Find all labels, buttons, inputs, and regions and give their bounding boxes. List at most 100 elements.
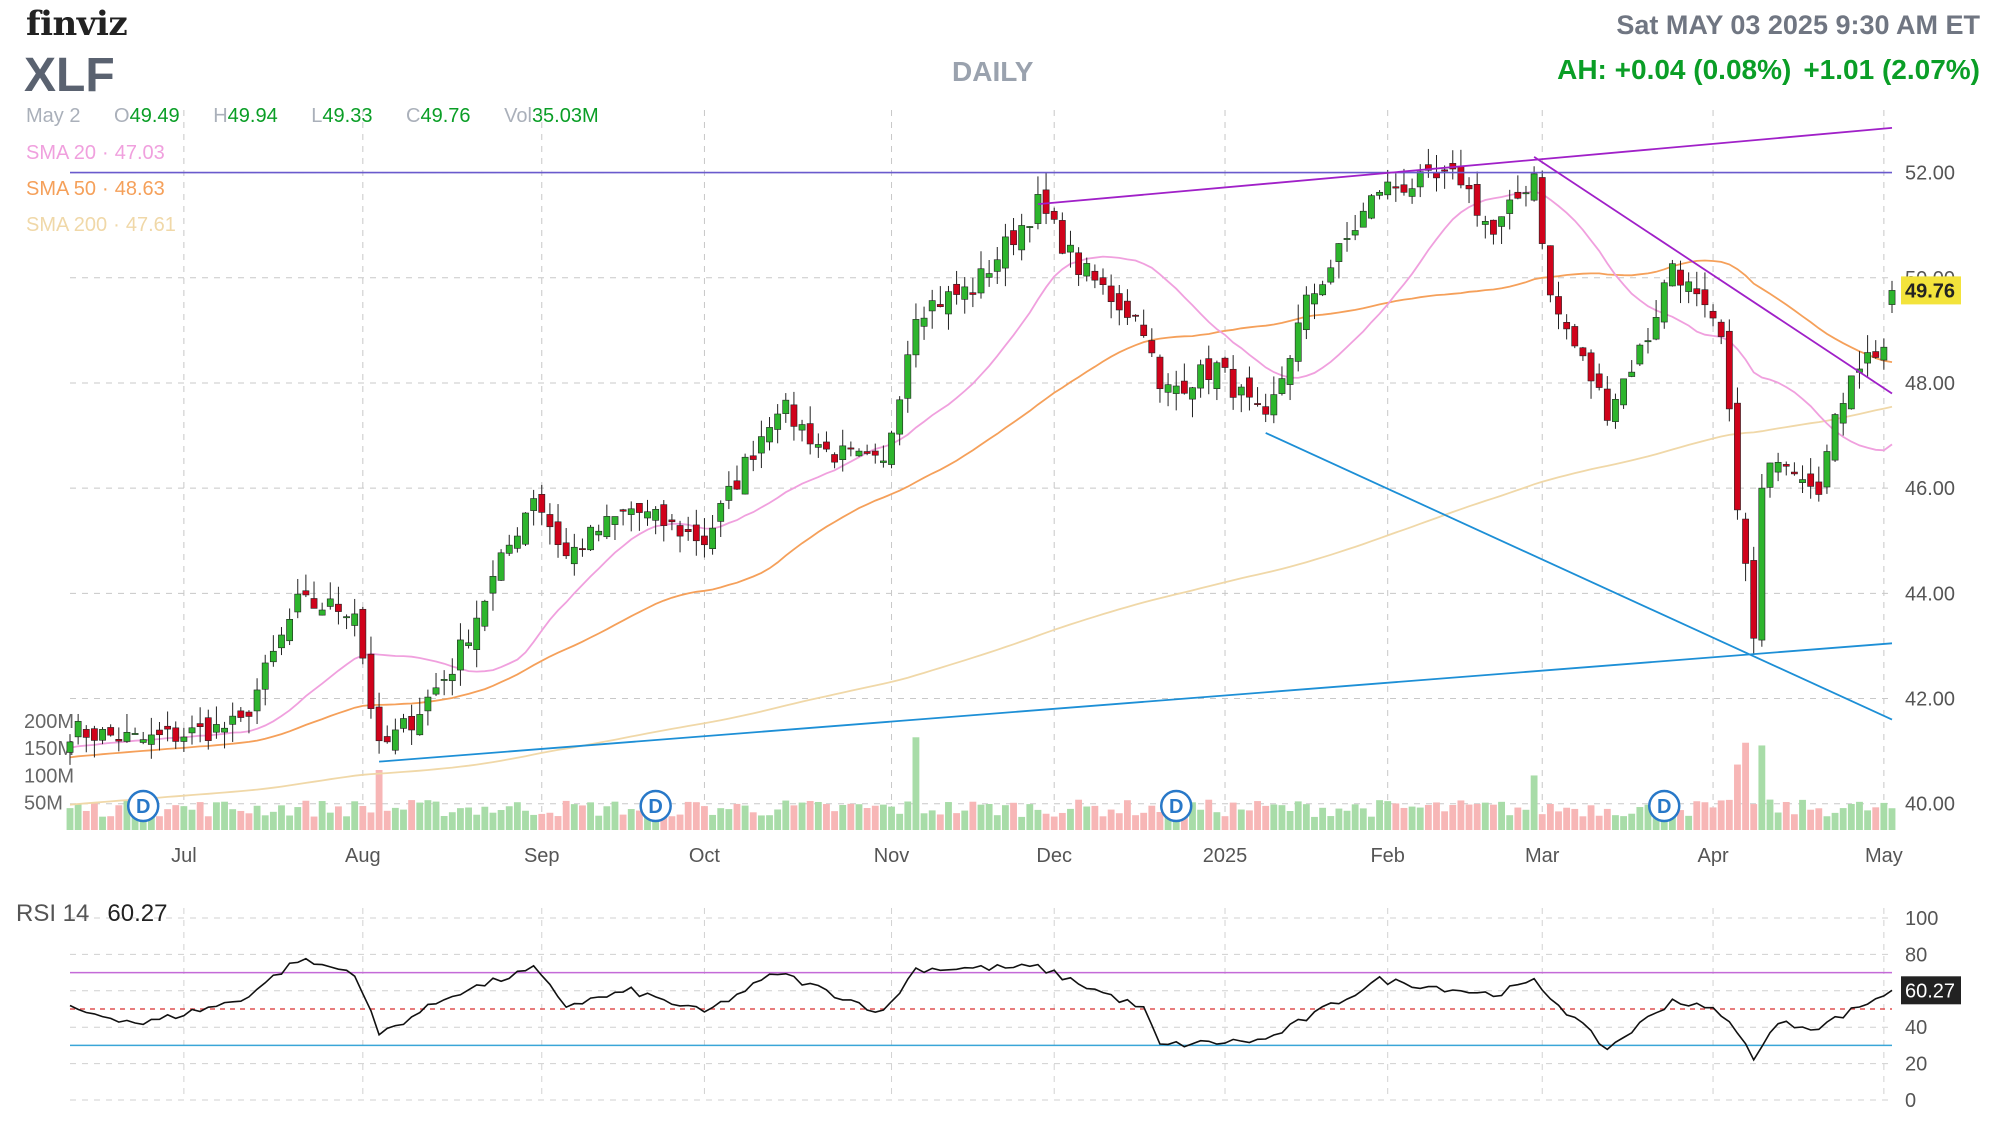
- candle-body: [1734, 402, 1741, 511]
- volume-bar: [180, 806, 188, 830]
- candle-body: [115, 739, 123, 742]
- candle-body: [359, 608, 367, 659]
- candle-body: [99, 729, 106, 741]
- volume-bar: [1083, 806, 1091, 830]
- volume-bar: [196, 802, 204, 830]
- candle-body: [1823, 451, 1831, 488]
- volume-bar: [1246, 810, 1253, 830]
- candle-body: [1685, 281, 1693, 292]
- candle-body: [1799, 479, 1806, 483]
- candle-body: [172, 727, 180, 742]
- volume-bar: [595, 815, 603, 830]
- volume-bar: [1075, 799, 1083, 830]
- volume-bar: [717, 808, 725, 830]
- candle-body: [1376, 191, 1383, 196]
- volume-bar: [1847, 803, 1855, 830]
- sma50-legend[interactable]: SMA 50 · 48.63: [26, 178, 165, 200]
- dividend-marker[interactable]: D: [1159, 789, 1193, 823]
- high-value: 49.94: [227, 105, 278, 127]
- candle-body: [1034, 194, 1042, 224]
- candle-body: [1107, 285, 1115, 303]
- candle-body: [107, 727, 115, 736]
- candle-body: [1148, 340, 1156, 354]
- volume-bar: [1514, 807, 1522, 830]
- brand-logo[interactable]: finviz: [26, 4, 128, 44]
- volume-bar: [1668, 815, 1676, 830]
- candle-body: [538, 494, 546, 513]
- candle-body: [1433, 172, 1440, 179]
- volume-bar: [1042, 813, 1050, 830]
- volume-bar: [115, 805, 123, 830]
- candle-body: [131, 733, 139, 735]
- candle-body: [961, 286, 969, 300]
- candle-body: [1677, 269, 1684, 286]
- volume-bar: [82, 810, 90, 830]
- volume-bar: [733, 803, 741, 830]
- candle-body: [1237, 386, 1245, 396]
- candle-body: [587, 526, 594, 551]
- candle-body: [1441, 169, 1449, 172]
- candle-body: [1652, 317, 1660, 340]
- volume-bar: [1286, 810, 1294, 830]
- volume-bar: [1864, 810, 1872, 830]
- dividend-marker[interactable]: D: [126, 789, 160, 823]
- candle-body: [1384, 181, 1392, 196]
- sma20-legend[interactable]: SMA 20 · 47.03: [26, 142, 165, 164]
- volume-bar: [904, 801, 912, 830]
- candle-body: [180, 736, 188, 742]
- volume-bar: [1856, 801, 1863, 830]
- volume-bar: [1001, 805, 1009, 830]
- sma50-line: [69, 259, 1893, 759]
- volume-bar: [481, 806, 489, 830]
- candle-body: [863, 451, 871, 454]
- candle-body: [424, 696, 432, 712]
- volume-bar: [204, 816, 212, 830]
- candle-body: [579, 548, 586, 551]
- candle-body: [1587, 352, 1595, 382]
- candle-body: [603, 516, 611, 538]
- volume-bar: [1839, 808, 1847, 830]
- candle-body: [1270, 394, 1278, 416]
- candle-body: [1831, 414, 1839, 461]
- volume-bar: [294, 807, 302, 830]
- dividend-marker[interactable]: D: [639, 789, 672, 823]
- volume-bar: [1115, 813, 1123, 830]
- candle-body: [554, 521, 562, 546]
- sma20-value: 47.03: [114, 142, 165, 164]
- candle-body: [1205, 358, 1213, 380]
- sma200-label: SMA 200: [26, 214, 108, 236]
- volume-bar: [1823, 816, 1831, 830]
- candle-body: [652, 509, 660, 521]
- candle-body: [1343, 238, 1351, 240]
- volume-bar: [391, 807, 399, 830]
- volume-bar: [1384, 801, 1392, 830]
- candle-body: [904, 354, 912, 399]
- candle-body: [896, 399, 904, 435]
- candle-body: [1791, 471, 1798, 475]
- dividend-marker[interactable]: D: [1648, 789, 1681, 823]
- candle-body: [1725, 330, 1733, 410]
- date-tick-label: Feb: [1370, 845, 1404, 867]
- candle-body: [733, 480, 741, 490]
- sma200-legend[interactable]: SMA 200 · 47.61: [26, 214, 176, 236]
- candle-body: [326, 598, 334, 607]
- candle-body: [823, 441, 830, 450]
- volume-bar: [1213, 812, 1221, 830]
- candle-body: [448, 673, 456, 682]
- candle-body: [1693, 288, 1701, 295]
- date-tick-label: Aug: [345, 845, 381, 867]
- candle-body: [351, 613, 359, 626]
- volume-bar: [831, 811, 839, 830]
- volume-bar: [424, 800, 432, 830]
- candle-body: [1156, 356, 1164, 390]
- candle-body: [709, 527, 716, 550]
- candle-body: [985, 273, 993, 278]
- volume-bar: [993, 815, 1001, 830]
- volume-tick-label: 200M: [24, 711, 74, 733]
- volume-bar: [1628, 813, 1636, 830]
- volume-bar: [326, 812, 334, 830]
- volume-bar: [603, 806, 611, 830]
- volume-bar: [1782, 801, 1790, 830]
